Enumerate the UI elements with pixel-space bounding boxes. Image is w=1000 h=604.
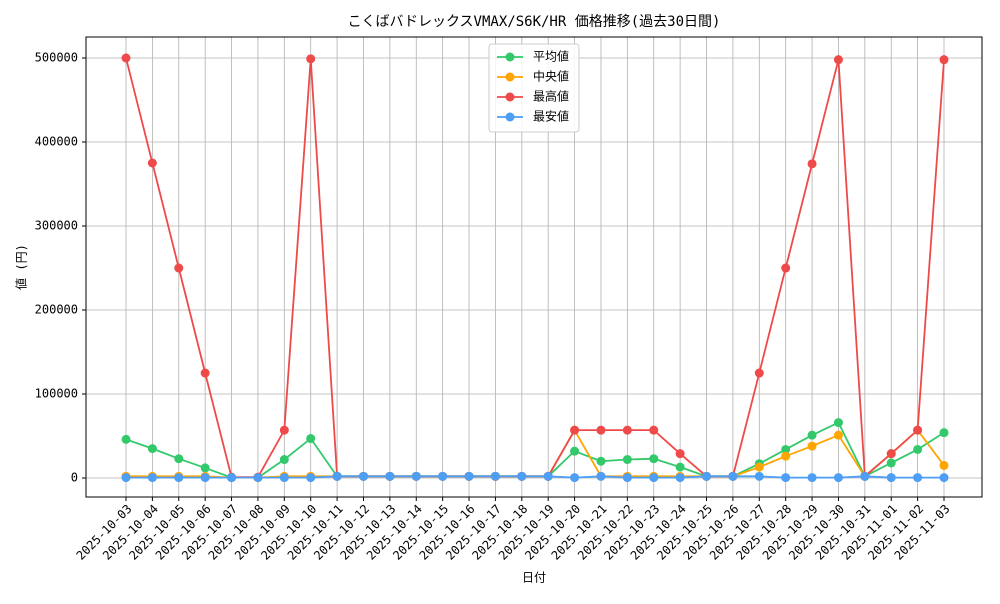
data-point xyxy=(860,471,870,481)
data-point xyxy=(833,430,843,440)
legend-marker xyxy=(505,112,515,122)
data-point xyxy=(253,473,263,483)
data-point xyxy=(306,434,316,444)
legend-marker xyxy=(505,52,515,62)
legend-label: 中央値 xyxy=(533,69,569,84)
legend-label: 平均値 xyxy=(533,49,569,64)
data-point xyxy=(833,55,843,65)
data-point xyxy=(147,158,157,168)
data-point xyxy=(121,434,131,444)
data-point xyxy=(939,473,949,483)
data-point xyxy=(886,449,896,459)
data-point xyxy=(675,462,685,472)
y-tick-label: 0 xyxy=(71,471,78,485)
legend-marker xyxy=(505,72,515,82)
data-point xyxy=(675,473,685,483)
data-point xyxy=(596,456,606,466)
data-point xyxy=(754,471,764,481)
data-point xyxy=(385,471,395,481)
x-axis-label: 日付 xyxy=(522,571,546,585)
series-line xyxy=(126,428,945,479)
legend-label: 最高値 xyxy=(533,89,569,104)
data-point xyxy=(121,53,131,63)
data-point xyxy=(913,444,923,454)
data-point xyxy=(913,425,923,435)
data-point xyxy=(754,462,764,472)
data-point xyxy=(517,471,527,481)
data-point xyxy=(570,425,580,435)
data-point xyxy=(807,159,817,169)
data-point xyxy=(147,473,157,483)
data-point xyxy=(279,425,289,435)
data-point xyxy=(543,471,553,481)
data-point xyxy=(174,454,184,464)
data-point xyxy=(649,473,659,483)
data-point xyxy=(675,449,685,459)
data-point xyxy=(490,471,500,481)
data-point xyxy=(833,418,843,428)
series-line xyxy=(125,421,945,479)
data-point xyxy=(411,471,421,481)
data-point xyxy=(754,368,764,378)
data-point xyxy=(147,444,157,454)
data-point xyxy=(781,263,791,273)
y-axis-label: 値 (円) xyxy=(14,244,29,290)
data-point xyxy=(570,446,580,456)
data-point xyxy=(279,455,289,465)
data-point xyxy=(781,473,791,483)
data-point xyxy=(913,473,923,483)
data-point xyxy=(833,473,843,483)
data-point xyxy=(649,454,659,464)
data-point xyxy=(570,473,580,483)
data-point xyxy=(358,471,368,481)
data-point xyxy=(306,54,316,64)
data-point xyxy=(939,55,949,65)
data-point xyxy=(279,473,289,483)
data-point xyxy=(200,463,210,473)
legend-marker xyxy=(505,92,515,102)
data-point xyxy=(227,473,237,483)
data-point xyxy=(781,444,791,454)
data-point xyxy=(596,425,606,435)
data-point xyxy=(728,471,738,481)
data-point xyxy=(332,471,342,481)
chart-title: こくばバドレックスVMAX/S6K/HR 価格推移(過去30日間) xyxy=(348,14,721,30)
data-point xyxy=(622,455,632,465)
data-point xyxy=(306,473,316,483)
data-point xyxy=(464,471,474,481)
data-point xyxy=(939,460,949,470)
data-point xyxy=(886,458,896,468)
data-point xyxy=(649,425,659,435)
y-tick-label: 200000 xyxy=(35,303,78,317)
data-point xyxy=(596,471,606,481)
data-point xyxy=(702,471,712,481)
data-point xyxy=(174,473,184,483)
legend-label: 最安値 xyxy=(533,109,569,124)
data-point xyxy=(939,428,949,438)
y-tick-label: 500000 xyxy=(35,51,78,65)
legend-box xyxy=(488,43,580,133)
data-point xyxy=(622,425,632,435)
data-point xyxy=(807,473,817,483)
data-point xyxy=(121,473,131,483)
data-point xyxy=(438,471,448,481)
data-point xyxy=(200,368,210,378)
y-tick-label: 100000 xyxy=(35,387,78,401)
data-point xyxy=(807,430,817,440)
data-point xyxy=(886,473,896,483)
y-tick-label: 300000 xyxy=(35,219,78,233)
data-point xyxy=(781,451,791,461)
y-tick-label: 400000 xyxy=(35,135,78,149)
data-point xyxy=(200,473,210,483)
data-point xyxy=(174,263,184,273)
data-point xyxy=(622,473,632,483)
plot-frame xyxy=(85,36,983,498)
data-point xyxy=(807,441,817,451)
